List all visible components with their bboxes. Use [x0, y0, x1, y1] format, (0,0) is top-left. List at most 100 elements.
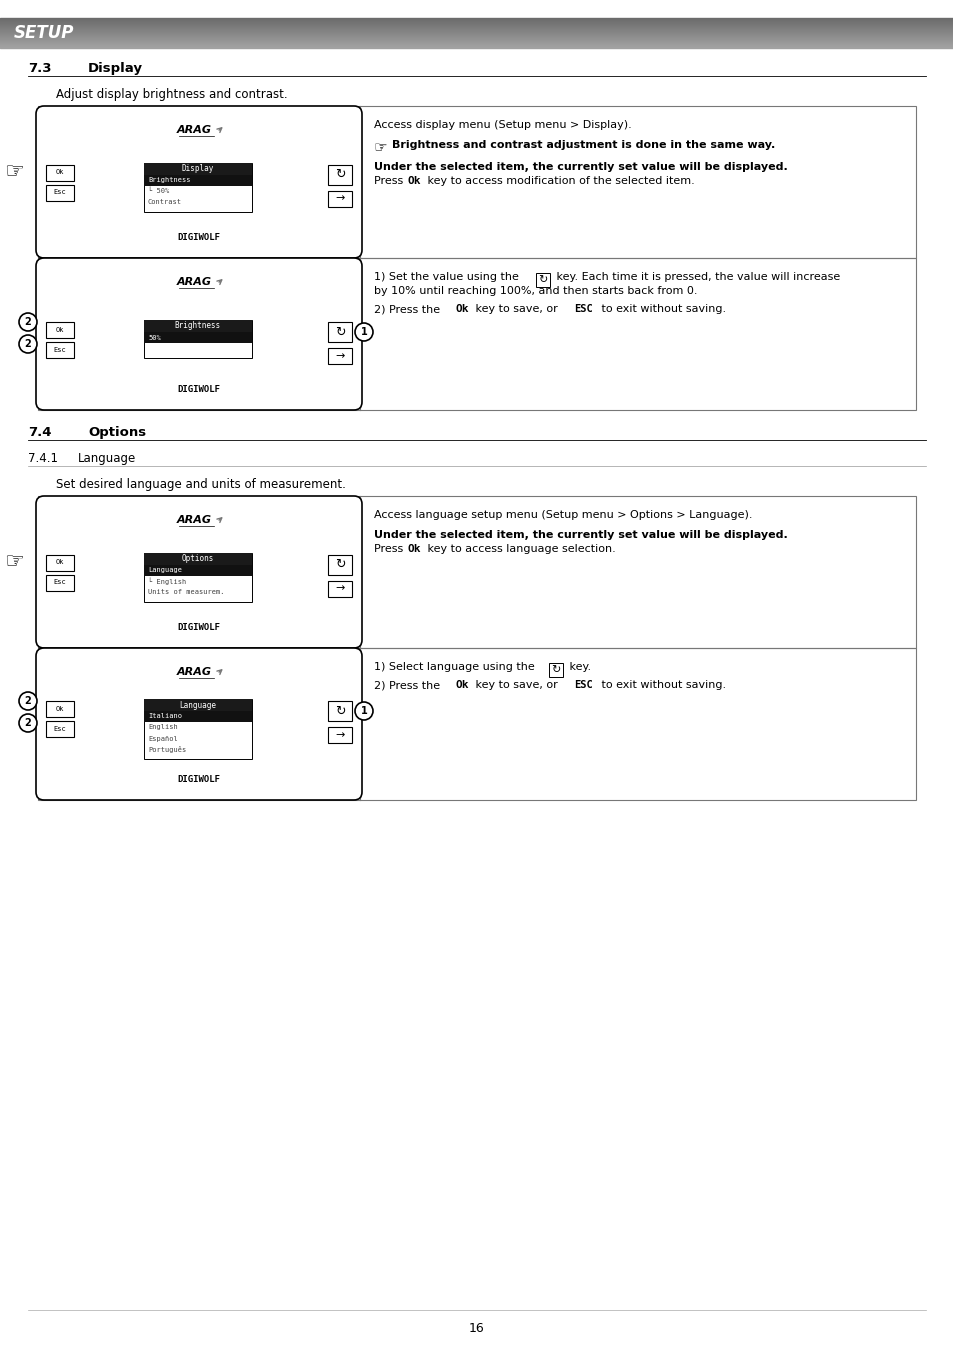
Text: Fig. 43: Fig. 43: [42, 636, 77, 647]
Bar: [144, 162, 252, 212]
Text: ↻: ↻: [551, 666, 560, 675]
Text: Language: Language: [179, 701, 216, 710]
Bar: [38, 107, 915, 258]
Text: to exit without saving.: to exit without saving.: [598, 304, 725, 315]
Circle shape: [19, 313, 37, 331]
Text: 2) Press the: 2) Press the: [374, 304, 443, 315]
Text: 7.4: 7.4: [28, 427, 51, 439]
FancyBboxPatch shape: [36, 648, 361, 801]
Bar: [46, 165, 74, 181]
Bar: [144, 552, 252, 602]
Bar: [38, 258, 915, 410]
Bar: [144, 564, 252, 575]
Text: Contrast: Contrast: [148, 198, 182, 205]
Bar: [46, 342, 74, 358]
Text: Ok: Ok: [456, 680, 469, 690]
Bar: [144, 699, 252, 759]
Text: ARAG: ARAG: [176, 514, 212, 525]
Text: 50%: 50%: [148, 335, 161, 340]
Bar: [144, 162, 252, 174]
Text: ARAG: ARAG: [176, 126, 212, 135]
Text: key to access language selection.: key to access language selection.: [423, 544, 615, 554]
Text: 7.3: 7.3: [28, 62, 51, 76]
Text: Ok: Ok: [55, 170, 64, 176]
Text: └ English: └ English: [148, 578, 186, 585]
Text: Access language setup menu (Setup menu > Options > Language).: Access language setup menu (Setup menu >…: [374, 510, 752, 520]
Text: 2: 2: [25, 317, 31, 327]
Text: Access display menu (Setup menu > Display).: Access display menu (Setup menu > Displa…: [374, 120, 631, 130]
Text: Brightness: Brightness: [174, 321, 221, 331]
Text: Under the selected item, the currently set value will be displayed.: Under the selected item, the currently s…: [374, 162, 787, 171]
Text: Ok: Ok: [456, 304, 469, 315]
Text: →: →: [335, 193, 344, 204]
Text: Display: Display: [182, 163, 214, 173]
Bar: [46, 555, 74, 571]
Text: key.: key.: [565, 662, 591, 672]
Text: 1: 1: [360, 706, 367, 716]
Text: 2: 2: [25, 697, 31, 706]
Text: Ok: Ok: [55, 706, 64, 711]
Text: →: →: [335, 583, 344, 594]
Text: key to save, or: key to save, or: [472, 304, 560, 315]
Text: Under the selected item, the currently set value will be displayed.: Under the selected item, the currently s…: [374, 531, 787, 540]
Bar: [38, 648, 915, 801]
Bar: [548, 663, 562, 676]
Text: to exit without saving.: to exit without saving.: [598, 680, 725, 690]
Text: →: →: [335, 730, 344, 740]
Text: 7.4.1: 7.4.1: [28, 452, 58, 464]
Text: ↻: ↻: [335, 325, 345, 339]
Circle shape: [355, 323, 373, 342]
Text: DIGIWOLF: DIGIWOLF: [177, 624, 220, 633]
Bar: [328, 555, 352, 575]
Text: Fig. 42: Fig. 42: [42, 398, 77, 408]
Bar: [328, 580, 352, 597]
Text: Ok: Ok: [55, 559, 64, 566]
FancyBboxPatch shape: [36, 258, 361, 410]
Text: ↻: ↻: [335, 705, 345, 717]
Text: ☞: ☞: [374, 140, 387, 155]
Bar: [144, 552, 252, 564]
Bar: [144, 174, 252, 185]
Bar: [46, 323, 74, 338]
Text: ↻: ↻: [335, 558, 345, 571]
Text: 16: 16: [469, 1322, 484, 1335]
Text: Adjust display brightness and contrast.: Adjust display brightness and contrast.: [56, 88, 287, 101]
Text: DIGIWOLF: DIGIWOLF: [177, 386, 220, 394]
Text: Language: Language: [148, 567, 182, 572]
Text: ARAG: ARAG: [176, 667, 212, 676]
Text: 1: 1: [360, 327, 367, 338]
Circle shape: [19, 714, 37, 732]
Circle shape: [19, 693, 37, 710]
Text: Units of measurem.: Units of measurem.: [148, 589, 224, 595]
Circle shape: [355, 702, 373, 720]
Bar: [536, 273, 550, 288]
Text: Esc: Esc: [53, 579, 67, 586]
Text: 2: 2: [25, 339, 31, 350]
Bar: [328, 348, 352, 364]
Bar: [144, 320, 252, 332]
Text: Italiano: Italiano: [148, 714, 182, 720]
Circle shape: [19, 335, 37, 352]
Bar: [328, 323, 352, 342]
Text: key to access modification of the selected item.: key to access modification of the select…: [423, 176, 694, 186]
Text: Press: Press: [374, 176, 406, 186]
Text: Set desired language and units of measurement.: Set desired language and units of measur…: [56, 478, 346, 491]
Bar: [144, 711, 252, 722]
Text: 1) Set the value using the: 1) Set the value using the: [374, 271, 518, 282]
FancyBboxPatch shape: [36, 107, 361, 258]
Text: English: English: [148, 725, 177, 730]
Text: →: →: [335, 351, 344, 360]
Text: Español: Español: [148, 736, 177, 741]
Text: ESC: ESC: [574, 304, 592, 315]
Text: DIGIWOLF: DIGIWOLF: [177, 234, 220, 243]
Bar: [38, 495, 915, 648]
Text: ☞: ☞: [4, 162, 24, 182]
Text: Fig. 44: Fig. 44: [42, 788, 77, 798]
Text: 2: 2: [25, 718, 31, 728]
Text: ☞: ☞: [4, 552, 24, 572]
Bar: [46, 721, 74, 737]
Text: Esc: Esc: [53, 726, 67, 732]
Text: Esc: Esc: [53, 189, 67, 196]
FancyBboxPatch shape: [36, 495, 361, 648]
Bar: [328, 701, 352, 721]
